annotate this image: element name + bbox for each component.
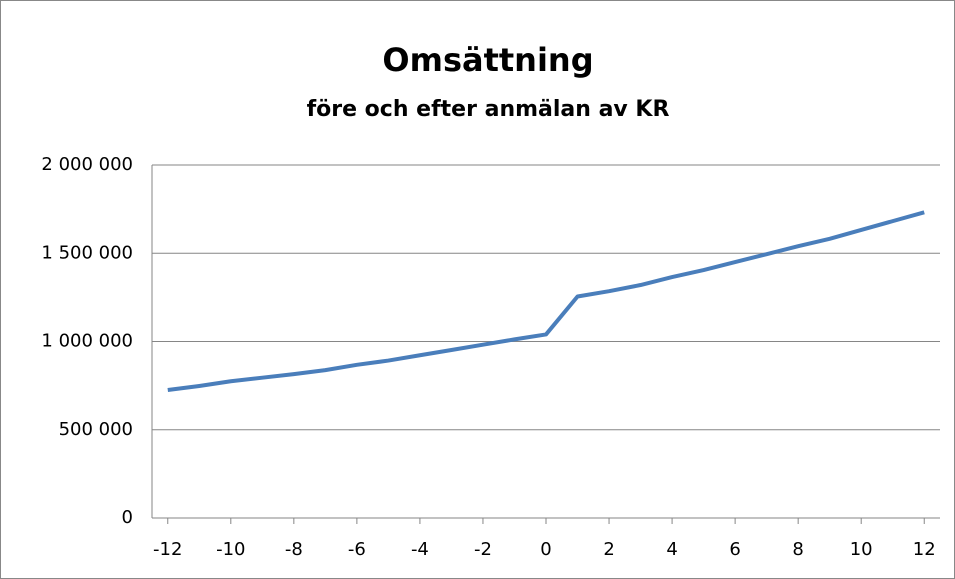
y-tick-label: 2 000 000: [41, 154, 133, 175]
x-tick-label: 6: [729, 539, 740, 560]
x-tick-label: -6: [348, 539, 366, 560]
x-tick-label: -10: [216, 539, 245, 560]
data-line: [167, 210, 925, 393]
x-tick-label: 4: [666, 539, 677, 560]
x-tick-label: -12: [153, 539, 182, 560]
x-tick-label: 10: [850, 539, 873, 560]
x-tick-label: 2: [603, 539, 614, 560]
x-tick-label: -8: [285, 539, 303, 560]
x-tick-label: 0: [540, 539, 551, 560]
y-tick-label: 1 000 000: [41, 331, 133, 352]
x-tick-label: 8: [792, 539, 803, 560]
x-tick-label: -2: [474, 539, 492, 560]
y-tick-label: 500 000: [59, 419, 133, 440]
x-tick-label: 12: [913, 539, 936, 560]
y-tick-label: 0: [122, 507, 133, 528]
chart-subtitle: före och efter anmälan av KR: [307, 97, 670, 122]
chart-title: Omsättning: [382, 41, 593, 79]
x-tick-label: -4: [411, 539, 429, 560]
y-tick-label: 1 500 000: [41, 242, 133, 263]
